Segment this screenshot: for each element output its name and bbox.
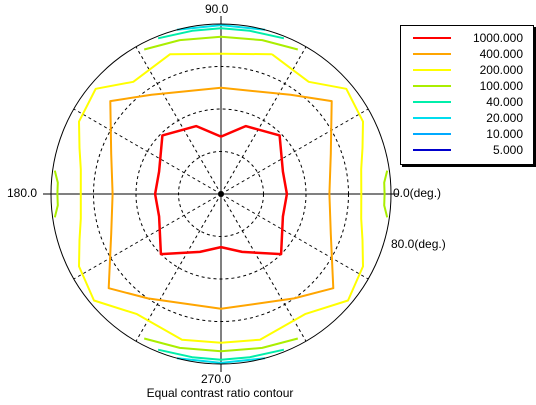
legend-swatch bbox=[413, 37, 451, 39]
radius-label: 80.0(deg.) bbox=[391, 237, 446, 251]
legend-entry: 20.000 bbox=[401, 110, 531, 126]
grid-spoke-300 bbox=[220, 193, 307, 342]
contour-200-000-2 bbox=[78, 52, 364, 344]
angle-label-270: 270.0 bbox=[201, 372, 232, 386]
legend: 1000.000 400.000 200.000 100.000 40.000 20.00… bbox=[400, 25, 534, 165]
angle-label-90: 90.0 bbox=[205, 2, 229, 16]
legend-label: 100.000 bbox=[479, 79, 523, 93]
grid-spoke-330 bbox=[220, 193, 369, 280]
legend-label: 400.000 bbox=[479, 47, 523, 61]
legend-label: 20.000 bbox=[486, 111, 523, 125]
angle-label-0: 0.0(deg.) bbox=[393, 186, 442, 200]
legend-label: 200.000 bbox=[479, 63, 523, 77]
legend-entry: 5.000 bbox=[401, 142, 531, 158]
legend-swatch bbox=[413, 133, 451, 135]
legend-label: 40.000 bbox=[486, 95, 523, 109]
grid-spoke-210 bbox=[73, 193, 222, 280]
contour-100-000-3 bbox=[143, 35, 299, 51]
outer-circle bbox=[50, 23, 392, 365]
chart-title: Equal contrast ratio contour bbox=[146, 386, 294, 400]
contour-100-000-4 bbox=[143, 337, 299, 353]
contour-100-000-6 bbox=[383, 170, 389, 218]
contour-40-000-7 bbox=[157, 27, 285, 40]
legend-swatch bbox=[413, 85, 451, 87]
contour-400-000-1 bbox=[107, 86, 335, 310]
contour-1000-000-0 bbox=[153, 124, 289, 256]
angle-label-180: 180.0 bbox=[7, 186, 38, 200]
legend-entry: 1000.000 bbox=[401, 30, 531, 46]
grid-spoke-150 bbox=[73, 108, 222, 195]
contour-20-000-10 bbox=[176, 357, 266, 364]
legend-entry: 200.000 bbox=[401, 62, 531, 78]
legend-label: 10.000 bbox=[486, 127, 523, 141]
legend-label: 5.000 bbox=[492, 143, 523, 157]
legend-swatch bbox=[413, 69, 451, 71]
grid-spoke-240 bbox=[135, 193, 222, 342]
grid-spoke-120 bbox=[135, 46, 222, 195]
legend-swatch bbox=[413, 117, 451, 119]
legend-swatch bbox=[413, 149, 451, 151]
legend-entry: 100.000 bbox=[401, 78, 531, 94]
contour-100-000-5 bbox=[53, 170, 59, 218]
center-dot bbox=[218, 191, 224, 197]
legend-entry: 10.000 bbox=[401, 126, 531, 142]
contour-lines bbox=[53, 24, 389, 364]
polar-grid bbox=[43, 16, 399, 372]
legend-entry: 40.000 bbox=[401, 94, 531, 110]
legend-swatch bbox=[413, 53, 451, 55]
legend-entry: 400.000 bbox=[401, 46, 531, 62]
contour-40-000-8 bbox=[157, 348, 285, 361]
contour-20-000-9 bbox=[176, 24, 266, 31]
grid-spoke-30 bbox=[220, 108, 369, 195]
legend-label: 1000.000 bbox=[472, 31, 523, 45]
legend-swatch bbox=[413, 101, 451, 103]
grid-spoke-60 bbox=[220, 46, 307, 195]
